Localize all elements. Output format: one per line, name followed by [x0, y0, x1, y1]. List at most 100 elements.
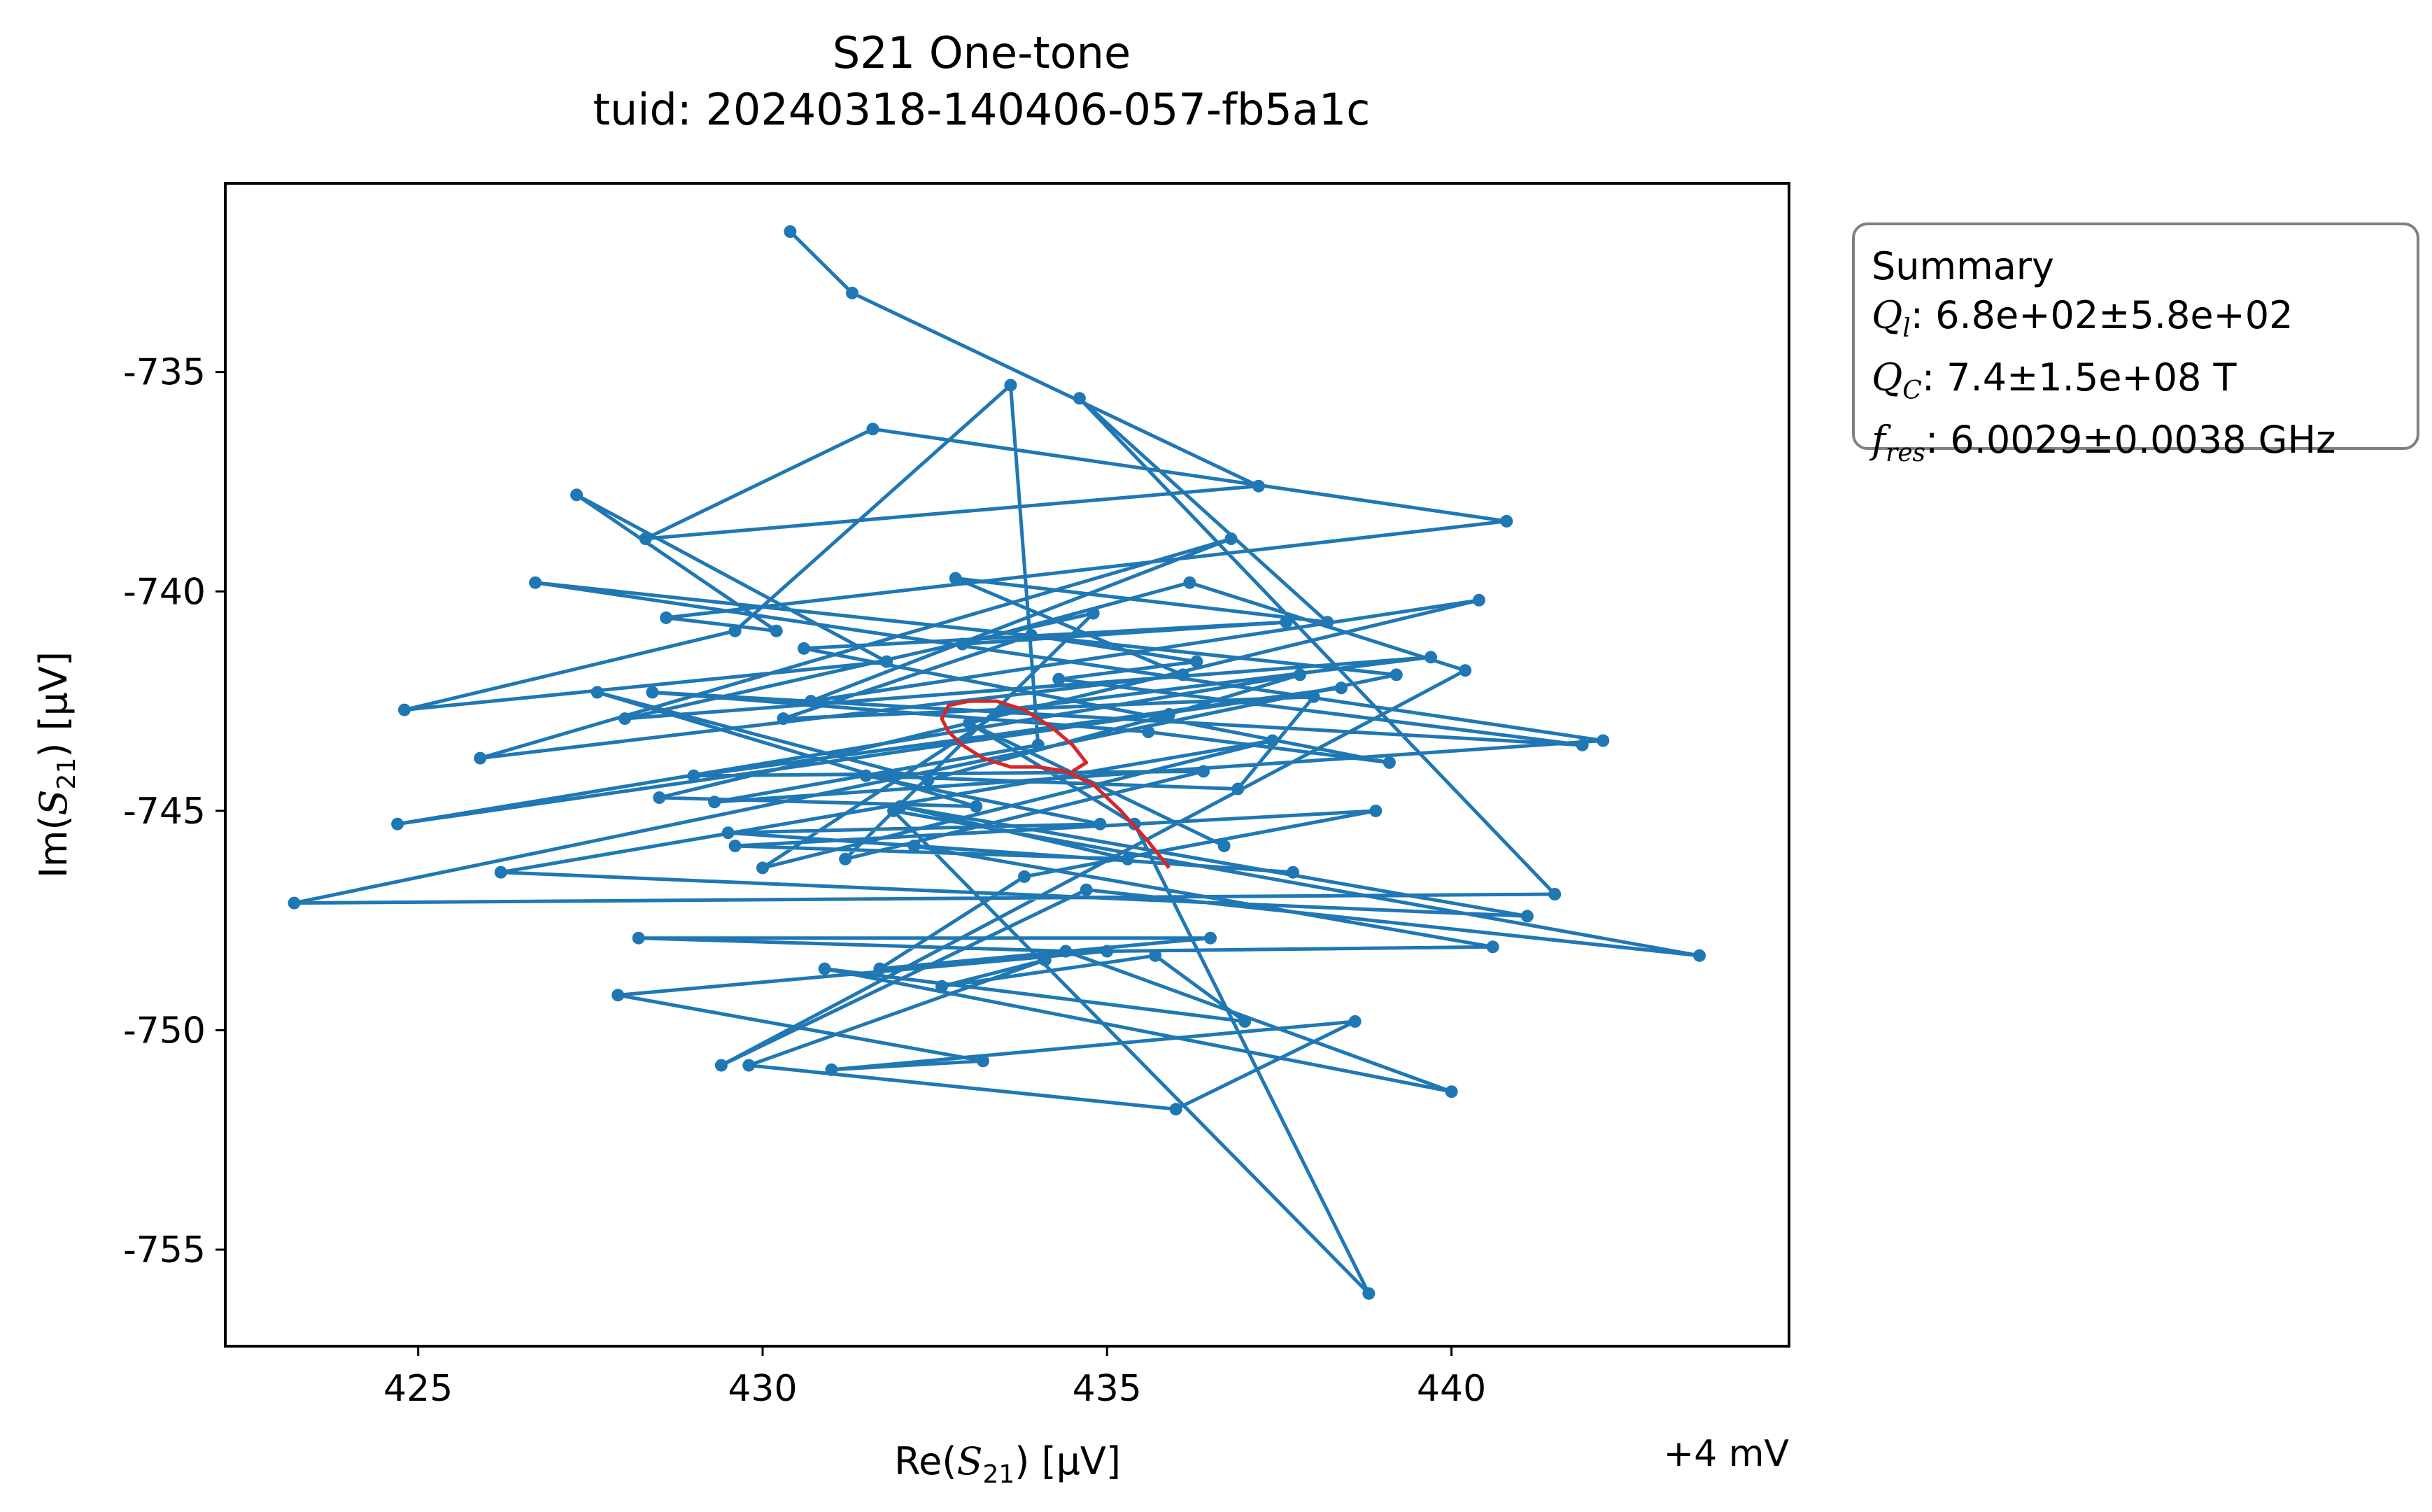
data-point: [1693, 949, 1706, 962]
data-point: [866, 423, 879, 436]
data-point: [1052, 672, 1066, 686]
data-point: [777, 712, 790, 726]
data-point: [1369, 804, 1383, 817]
data-point: [1183, 576, 1196, 589]
data-point: [1548, 888, 1562, 900]
y-axis-label: Im(S21) [μV]: [31, 651, 81, 878]
summary-heading: Summary: [1872, 244, 2054, 288]
data-point: [1190, 655, 1203, 668]
data-point: [1293, 668, 1306, 681]
data-point: [1238, 1015, 1252, 1028]
summary-ql: Ql: 6.8e+02±5.8e+02: [1872, 293, 2293, 343]
data-point: [1094, 817, 1107, 831]
data-point: [1280, 616, 1293, 629]
data-point: [956, 637, 969, 651]
data-point: [1500, 514, 1513, 528]
data-point: [1576, 738, 1589, 751]
data-point: [1287, 865, 1300, 879]
y-tick-label: -740: [123, 571, 206, 613]
data-point: [1162, 707, 1175, 721]
x-tick-label: 430: [728, 1368, 797, 1410]
summary-box: Summary Ql: 6.8e+02±5.8e+02 QC: 7.4±1.5e…: [1852, 222, 2419, 467]
fit-curve-line: [940, 699, 1171, 869]
data-point: [921, 774, 935, 786]
data-point: [1038, 954, 1052, 967]
x-offset-label: +4 mV: [1664, 1433, 1790, 1475]
data-point: [1362, 1287, 1376, 1300]
plot-frame: [224, 182, 1790, 1348]
data-point: [1031, 738, 1045, 751]
data-point: [1520, 910, 1534, 923]
data-point: [963, 716, 976, 730]
data-point: [687, 769, 700, 782]
data-point: [798, 642, 810, 655]
data-point: [1018, 870, 1031, 883]
data-point: [1424, 651, 1437, 664]
data-point: [1169, 1103, 1182, 1116]
data-point: [1486, 940, 1499, 954]
data-point: [825, 1063, 838, 1076]
data-point: [1445, 1085, 1458, 1098]
y-tick-label: -735: [123, 352, 206, 394]
x-tick-label: 440: [1417, 1368, 1486, 1410]
data-point: [1224, 532, 1238, 545]
data-point: [660, 611, 673, 624]
data-point: [784, 225, 797, 238]
data-point: [591, 686, 604, 699]
y-tick-label: -745: [123, 791, 206, 833]
plot-area: [288, 225, 1706, 1300]
data-point: [639, 532, 652, 545]
data-point: [1252, 479, 1265, 493]
data-point: [474, 751, 487, 765]
data-point: [1176, 668, 1189, 681]
data-point: [1121, 852, 1134, 865]
data-point: [1383, 756, 1396, 769]
data-point: [839, 852, 852, 865]
axis-ticks: 425 430 435 440 -735 -740 -745 -750 -755: [123, 352, 1486, 1410]
data-point: [907, 840, 921, 852]
data-point: [1204, 931, 1217, 945]
data-point: [721, 826, 735, 840]
y-tick-label: -750: [123, 1010, 206, 1052]
data-point: [1087, 607, 1100, 620]
data-point: [632, 931, 645, 945]
data-point: [880, 655, 893, 668]
data-point: [1390, 668, 1403, 681]
data-point: [714, 1059, 728, 1072]
data-point: [770, 624, 783, 637]
data-point: [873, 962, 886, 975]
data-point: [708, 796, 721, 809]
data-point: [618, 712, 632, 726]
data-point: [728, 624, 742, 637]
x-tick-label: 425: [383, 1368, 453, 1410]
data-series-line: [292, 230, 1702, 1296]
data-point: [391, 817, 404, 831]
data-point: [653, 791, 666, 804]
data-point: [1335, 681, 1348, 695]
data-point: [818, 962, 831, 975]
x-tick-label: 435: [1073, 1368, 1142, 1410]
data-point: [1321, 616, 1334, 629]
data-point: [611, 989, 625, 1002]
data-point: [756, 861, 769, 875]
data-point: [1059, 945, 1073, 958]
chart-title: S21 One-tone: [833, 27, 1131, 78]
data-point: [1142, 726, 1155, 738]
data-point: [970, 800, 983, 813]
data-point: [859, 769, 872, 782]
data-point: [949, 572, 962, 585]
data-point: [1597, 734, 1610, 747]
data-point: [570, 488, 584, 502]
data-point: [1197, 765, 1210, 778]
data-point: [1073, 392, 1086, 405]
data-point: [646, 686, 659, 699]
data-point: [742, 1059, 756, 1072]
data-point: [977, 1054, 989, 1068]
data-point: [1266, 734, 1279, 747]
data-point: [1101, 945, 1114, 958]
data-point: [529, 576, 542, 589]
data-point: [997, 703, 1010, 716]
data-point: [494, 865, 507, 879]
data-point: [1472, 593, 1485, 607]
